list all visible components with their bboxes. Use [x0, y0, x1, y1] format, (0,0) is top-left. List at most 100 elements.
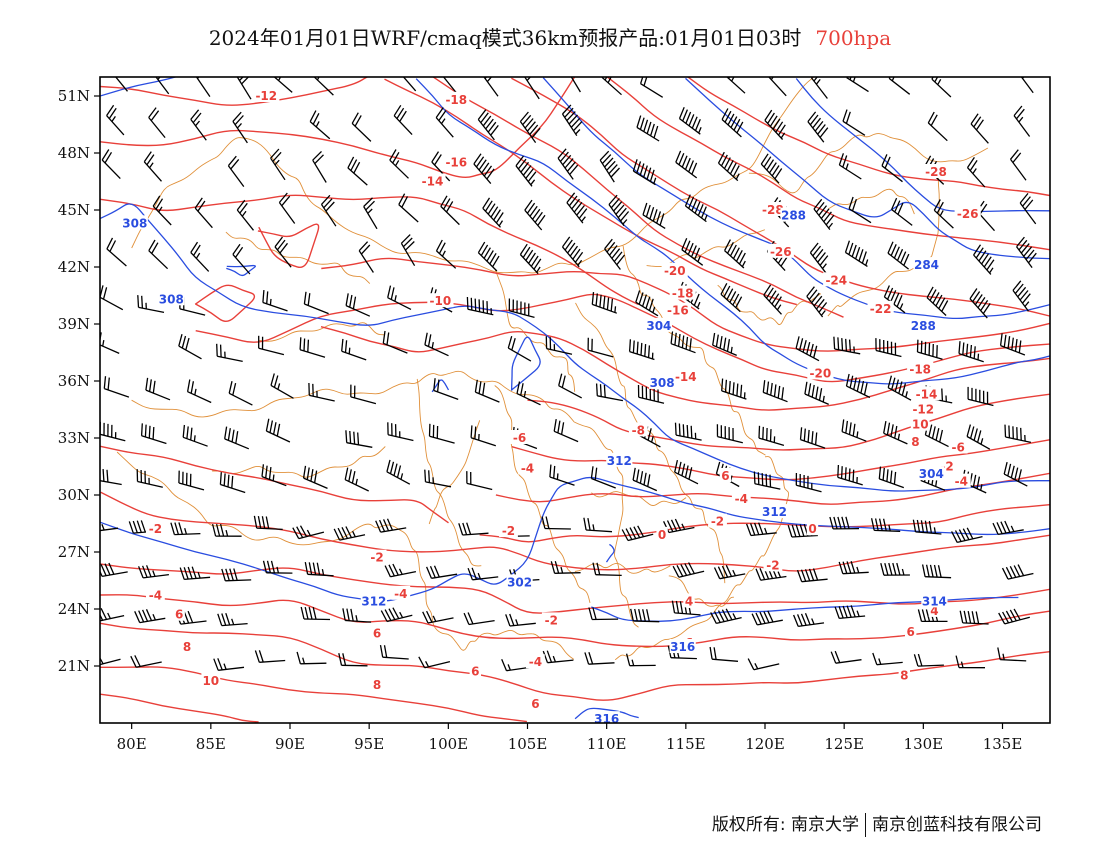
temperature-label-bg [954, 205, 981, 220]
wind-barb [713, 564, 746, 580]
wind-barb [720, 282, 743, 313]
height-label: 308 [650, 376, 675, 390]
map-axes: 80E 85E 90E 95E 100E 105E 110E 115E 120E 125E 130E… [58, 87, 1023, 753]
wind-barb [227, 155, 245, 187]
temperature-label: 0 [658, 528, 666, 542]
wind-barb [467, 567, 499, 581]
lat-tick-label: 27N [58, 543, 90, 561]
wind-barb [799, 427, 826, 449]
wind-barb [194, 197, 213, 229]
wind-barb [103, 376, 130, 398]
wind-barb [599, 150, 620, 183]
temperature-label: -26 [957, 207, 979, 221]
temperature-isotherm [194, 284, 256, 322]
height-contour [574, 707, 639, 720]
temperature-isotherm [511, 77, 1050, 317]
wind-barb [342, 608, 372, 623]
wind-barb [747, 658, 780, 671]
wind-barb [684, 194, 708, 223]
copyright-prefix: 版权所有: [711, 815, 786, 835]
wind-barb [716, 424, 743, 444]
wind-barb [561, 236, 584, 268]
temperature-label-bg [907, 361, 934, 376]
wind-barb [1001, 564, 1034, 580]
temperature-label-bg [669, 285, 696, 300]
wind-barb [795, 336, 820, 362]
wind-barb [636, 115, 660, 142]
wind-barb [505, 613, 536, 627]
wind-barb [710, 608, 742, 625]
temperature-label-bg [443, 91, 470, 106]
wind-barb [190, 109, 207, 141]
wind-barb [344, 467, 369, 492]
temperature-label: -4 [529, 655, 542, 669]
wind-barb [477, 241, 500, 272]
temperature-label-bg [253, 88, 280, 102]
lon-tick-label: 115E [666, 735, 706, 753]
wind-barb [841, 419, 867, 442]
wind-barb [916, 339, 943, 360]
wind-barb [398, 193, 419, 223]
wind-barb [426, 565, 458, 579]
wind-barb [422, 610, 454, 624]
temperature-label: -14 [422, 175, 444, 189]
wind-barb [274, 236, 292, 268]
wind-barb [848, 196, 872, 224]
wind-barb [927, 111, 948, 142]
wind-barb [262, 560, 293, 574]
wind-barb [621, 525, 654, 542]
wind-barb [387, 422, 414, 442]
wind-barb [508, 298, 535, 319]
wind-barb [675, 150, 698, 179]
temperature-label: -18 [445, 93, 467, 107]
temperature-label-bg [146, 587, 165, 602]
border-line [225, 231, 371, 284]
border-line [828, 188, 915, 215]
wind-barb [969, 288, 991, 319]
wind-barb [473, 153, 495, 185]
wind-barb [516, 381, 541, 406]
temperature-label: -20 [664, 264, 686, 278]
border-line [494, 385, 591, 604]
wind-barb [550, 561, 581, 574]
contour-labels: -12 -18-16-14-10-20-18-16-14-8-6-4-2-2-2-… [121, 88, 981, 726]
wind-barb [671, 600, 701, 616]
wind-barb [678, 106, 702, 135]
wind-barb [375, 518, 407, 533]
wind-barb [745, 522, 777, 537]
wind-barb [345, 293, 371, 317]
wind-barb [721, 108, 744, 138]
height-label-bg [593, 711, 620, 726]
wind-barb [148, 107, 166, 139]
height-label: 304 [646, 319, 671, 333]
wind-barb [880, 562, 910, 576]
temperature-label-bg [656, 526, 668, 541]
wind-barb [382, 330, 408, 354]
wind-barb [973, 244, 995, 275]
wind-barb [347, 156, 368, 186]
temperature-label-bg [759, 202, 786, 216]
wind-barb [309, 110, 331, 140]
wind-barb [674, 422, 702, 441]
wind-barb [217, 612, 248, 627]
wind-barb [254, 650, 286, 663]
temperature-label-bg [541, 612, 561, 627]
wind-barb [762, 380, 788, 403]
temperature-label: 4 [685, 594, 693, 608]
height-contour [100, 77, 178, 97]
temperature-isotherm [511, 439, 1050, 481]
height-label-bg [669, 639, 696, 653]
wind-barb [758, 425, 785, 447]
wind-barb [519, 111, 541, 143]
wind-barb [221, 568, 252, 582]
wind-barb [592, 562, 622, 577]
temperature-label: -2 [766, 558, 779, 572]
wind-barb [1009, 149, 1027, 181]
temperature-label: -10 [430, 294, 452, 308]
temperature-label: -20 [810, 366, 832, 380]
pressure-level-label: 700hpa [815, 26, 892, 50]
temperature-label: 6 [175, 608, 183, 622]
temperature-label-bg [499, 523, 518, 538]
wind-barb [541, 516, 571, 530]
